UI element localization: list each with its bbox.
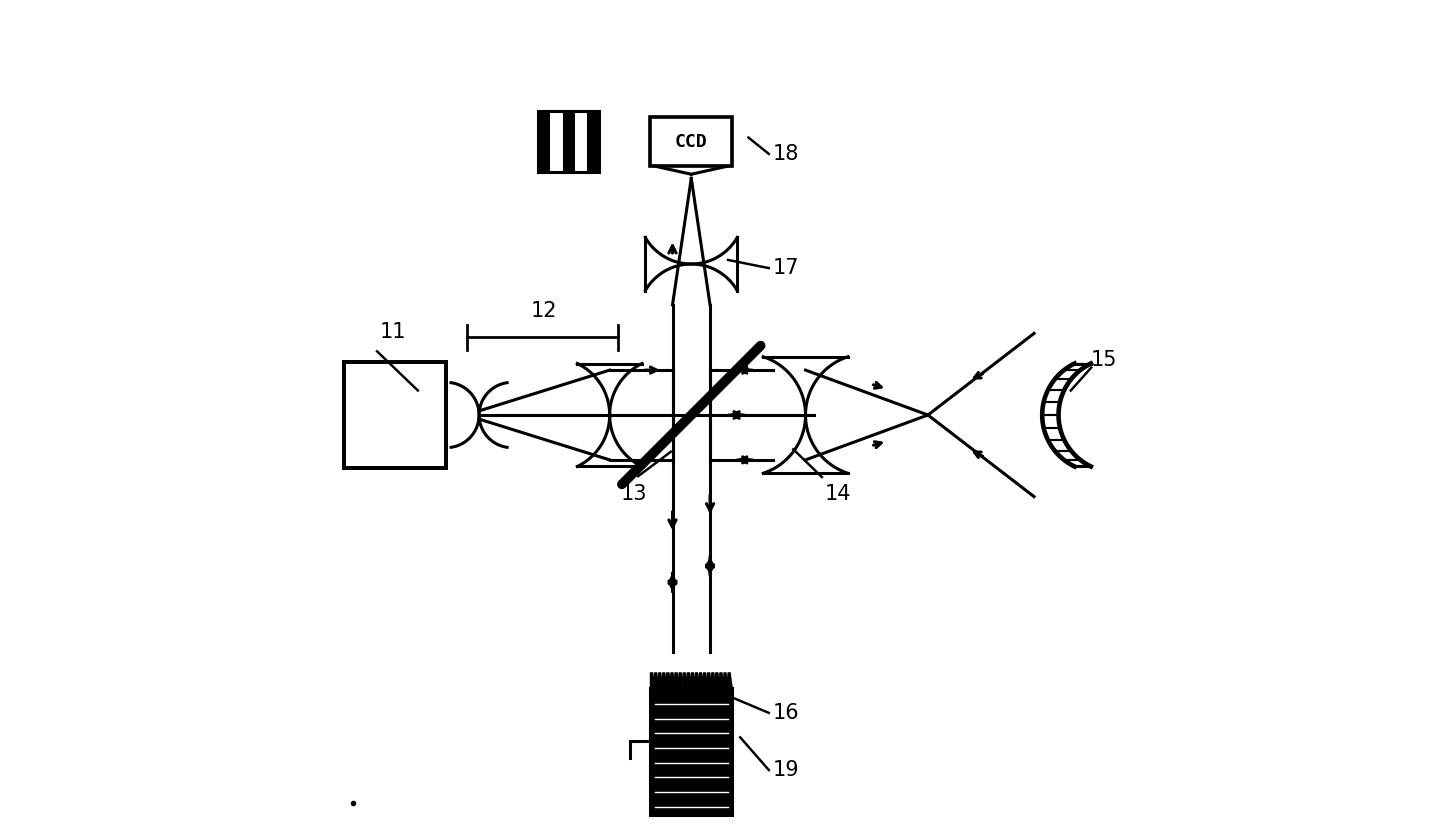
Bar: [345, 362, 447, 468]
Text: 19: 19: [773, 760, 799, 780]
Text: 13: 13: [620, 485, 648, 505]
Text: 14: 14: [826, 485, 852, 505]
Bar: [587, 111, 600, 172]
Text: CCD: CCD: [676, 133, 708, 150]
Bar: [575, 111, 587, 172]
Text: 12: 12: [531, 301, 558, 321]
Text: 17: 17: [773, 258, 799, 278]
Bar: [562, 111, 575, 172]
Bar: [651, 117, 732, 166]
Bar: [539, 111, 600, 172]
Bar: [550, 111, 562, 172]
Text: 15: 15: [1091, 350, 1118, 370]
Polygon shape: [651, 673, 732, 687]
Bar: [539, 111, 550, 172]
Bar: [651, 687, 732, 815]
Text: 16: 16: [773, 703, 799, 723]
Text: 11: 11: [380, 321, 406, 342]
Text: 18: 18: [773, 144, 799, 164]
